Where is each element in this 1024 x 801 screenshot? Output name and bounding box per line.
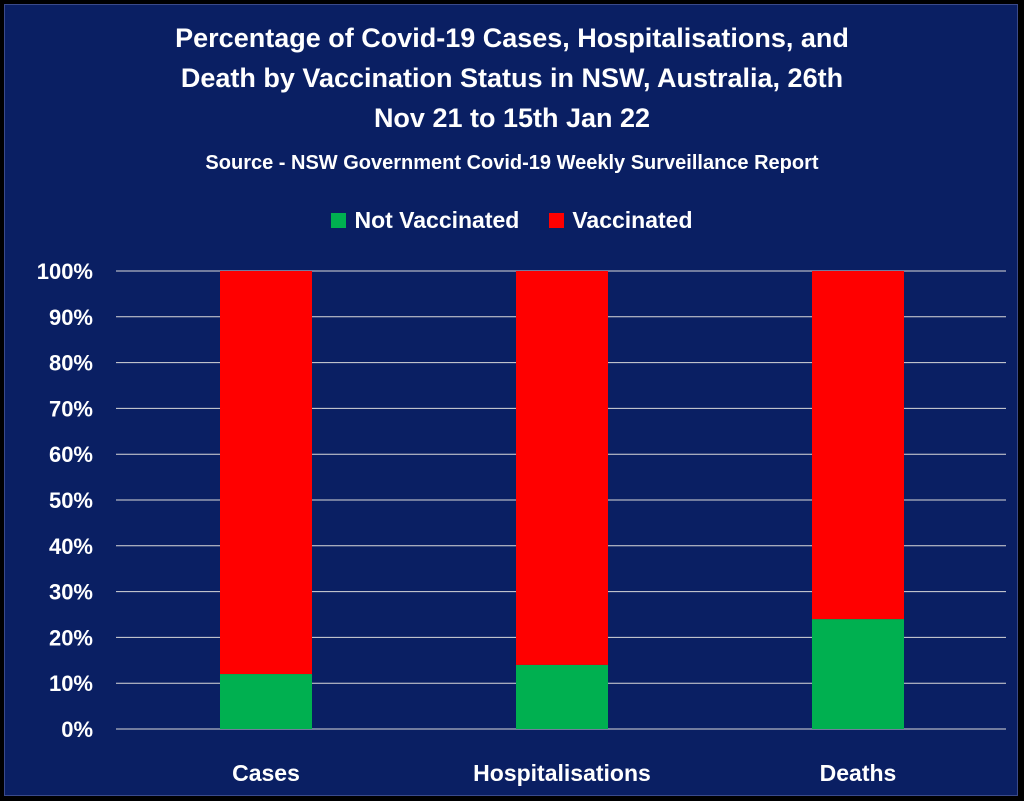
- x-tick-label: Cases: [232, 760, 300, 786]
- y-tick-label: 90%: [49, 305, 93, 330]
- y-tick-label: 30%: [49, 580, 93, 605]
- chart-title-line-2: Death by Vaccination Status in NSW, Aust…: [180, 63, 844, 93]
- x-tick-label: Hospitalisations: [473, 760, 651, 786]
- chart-legend: Not Vaccinated Vaccinated: [5, 205, 1019, 235]
- y-tick-label: 100%: [37, 259, 93, 284]
- y-tick-label: 40%: [49, 534, 93, 559]
- x-tick-label: Deaths: [820, 760, 897, 786]
- y-tick-label: 20%: [49, 625, 93, 650]
- legend-item-not-vaccinated: Not Vaccinated: [331, 207, 519, 234]
- bar-vaccinated-deaths: [812, 271, 904, 620]
- legend-item-vaccinated: Vaccinated: [549, 206, 693, 234]
- bar-not-vaccinated-cases: [220, 674, 312, 729]
- y-tick-label: 70%: [49, 396, 93, 421]
- chart-title-line-3: Nov 21 to 15th Jan 22: [373, 103, 651, 133]
- chart-frame: Percentage of Covid-19 Cases, Hospitalis…: [4, 4, 1018, 796]
- legend-swatch-not-vaccinated: [331, 212, 347, 228]
- y-tick-label: 0%: [61, 717, 93, 742]
- legend-label-vaccinated: Vaccinated: [572, 206, 693, 233]
- y-tick-label: 80%: [49, 351, 93, 376]
- legend-swatch-vaccinated: [549, 212, 565, 228]
- y-tick-label: 50%: [49, 488, 93, 513]
- bar-vaccinated-cases: [220, 271, 312, 675]
- bar-vaccinated-hospitalisations: [516, 271, 608, 665]
- chart-subtitle: Source - NSW Government Covid-19 Weekly …: [205, 152, 819, 174]
- bar-not-vaccinated-hospitalisations: [516, 664, 608, 729]
- bar-not-vaccinated-deaths: [812, 619, 904, 729]
- y-tick-label: 60%: [49, 442, 93, 467]
- legend-label-not-vaccinated: Not Vaccinated: [354, 206, 520, 233]
- y-tick-label: 10%: [49, 671, 93, 696]
- chart-plot: 0% 10% 20% 30% 40% 50% 60% 70% 80% 90% 100% Cases Ho…: [37, 259, 1006, 786]
- chart-title-line-1: Percentage of Covid-19 Cases, Hospitalis…: [175, 23, 849, 53]
